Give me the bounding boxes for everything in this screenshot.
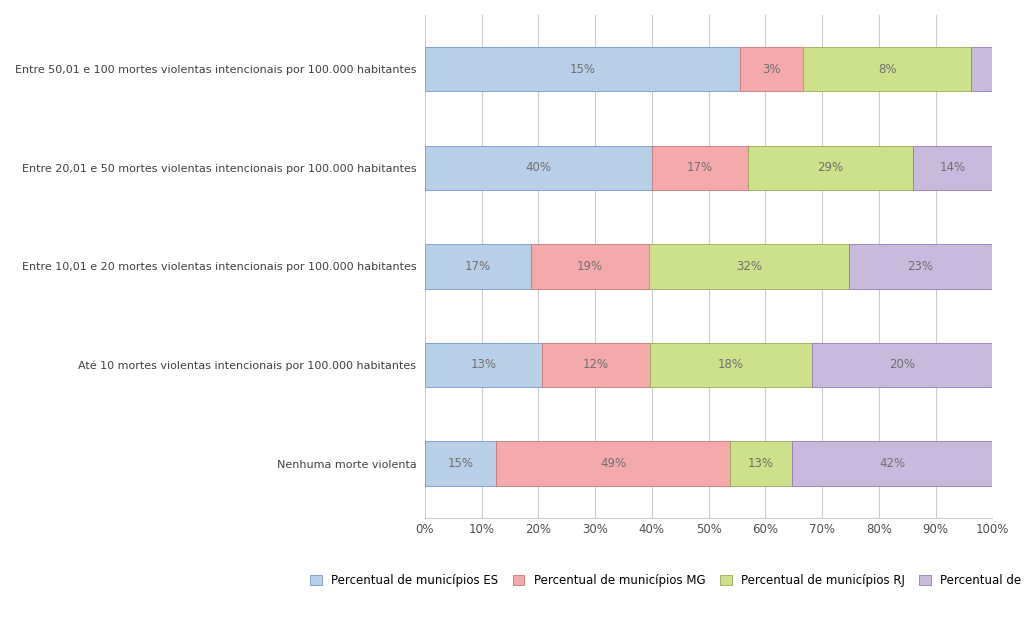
Bar [425, 442, 497, 486]
Bar [740, 47, 803, 91]
Bar [912, 146, 992, 190]
Bar [792, 442, 992, 486]
Text: 3%: 3% [763, 63, 781, 75]
Text: 13%: 13% [470, 358, 497, 371]
Text: 12%: 12% [583, 358, 609, 371]
Bar [972, 47, 992, 91]
Text: 17%: 17% [687, 161, 713, 174]
Text: 40%: 40% [525, 161, 551, 174]
Text: 19%: 19% [578, 260, 603, 273]
Bar [425, 343, 542, 387]
Bar [530, 244, 649, 289]
Bar [749, 146, 912, 190]
Text: 13%: 13% [748, 457, 774, 470]
Bar [730, 442, 792, 486]
Bar [425, 47, 740, 91]
Text: 15%: 15% [447, 457, 473, 470]
Text: 15%: 15% [569, 63, 596, 75]
Bar [542, 343, 650, 387]
Bar [849, 244, 992, 289]
Text: 49%: 49% [600, 457, 627, 470]
Text: 29%: 29% [817, 161, 844, 174]
Text: 8%: 8% [878, 63, 896, 75]
Text: 20%: 20% [889, 358, 915, 371]
Bar [650, 343, 812, 387]
Text: 23%: 23% [907, 260, 934, 273]
Text: 18%: 18% [718, 358, 744, 371]
Bar [425, 244, 530, 289]
Bar [812, 343, 992, 387]
Bar [649, 244, 849, 289]
Bar [652, 146, 749, 190]
Bar [497, 442, 730, 486]
Text: 17%: 17% [465, 260, 490, 273]
Bar [425, 146, 652, 190]
Text: 14%: 14% [940, 161, 966, 174]
Legend: Percentual de municípios ES, Percentual de municípios MG, Percentual de municípi: Percentual de municípios ES, Percentual … [310, 574, 1024, 587]
Text: 42%: 42% [880, 457, 905, 470]
Bar [803, 47, 972, 91]
Text: 32%: 32% [736, 260, 762, 273]
